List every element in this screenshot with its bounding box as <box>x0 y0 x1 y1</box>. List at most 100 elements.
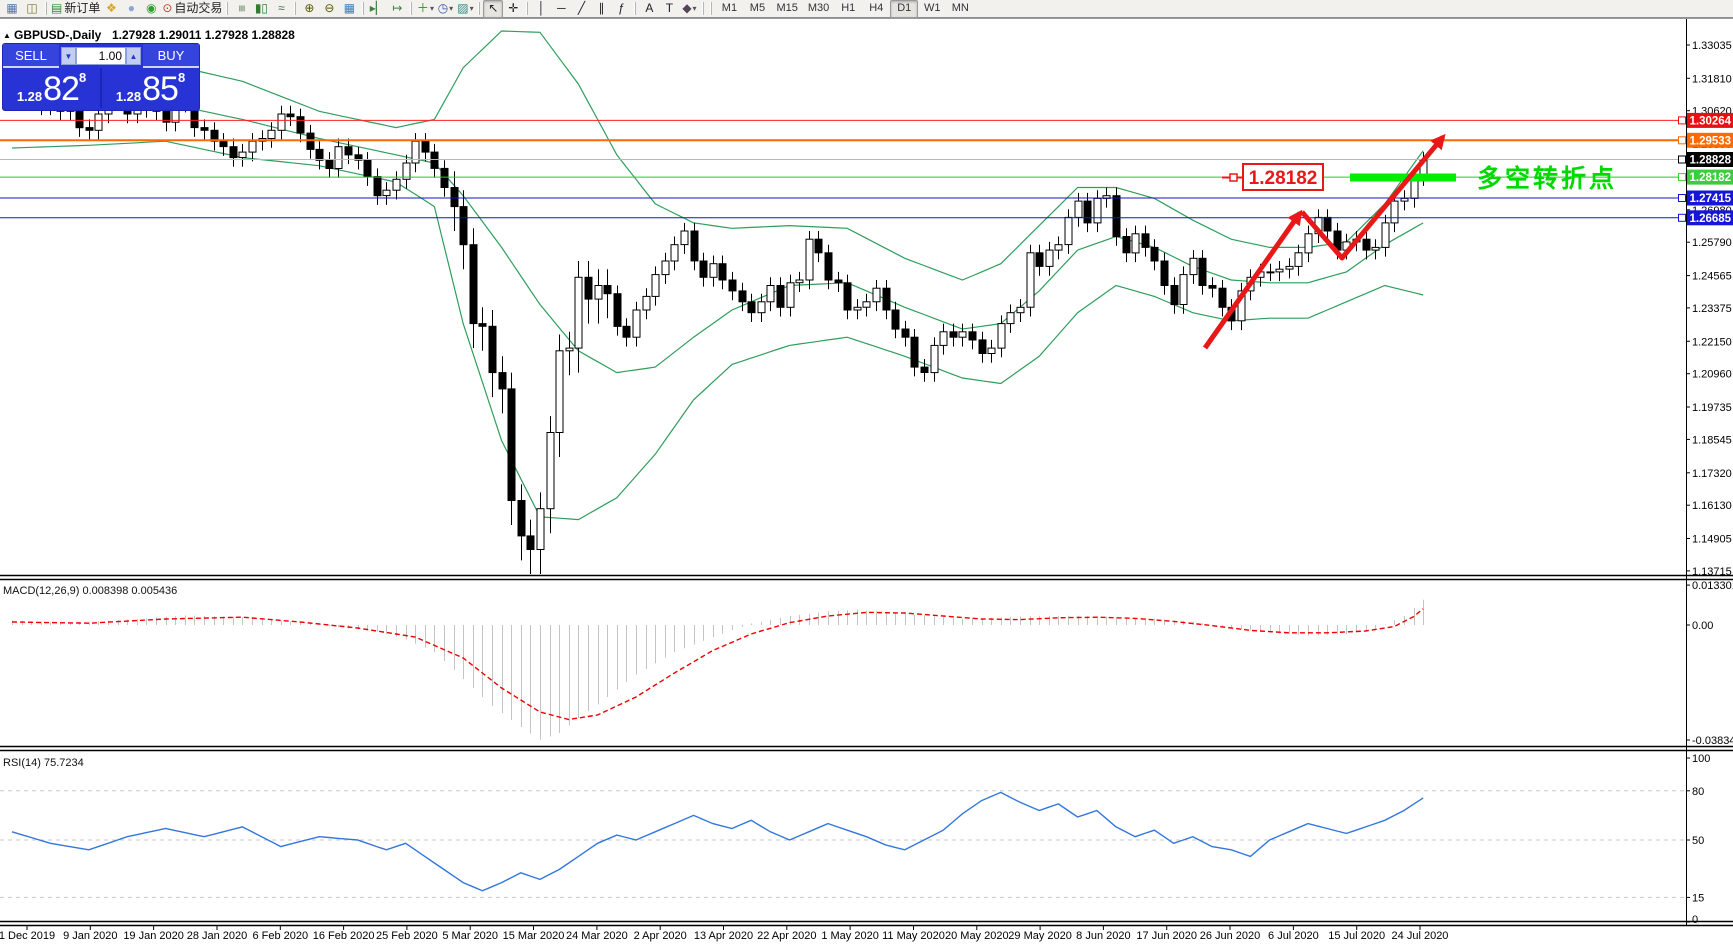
candle[interactable] <box>776 277 785 317</box>
signals-icon[interactable]: ◉ <box>141 0 161 18</box>
candle[interactable] <box>747 293 756 322</box>
candle[interactable] <box>315 141 324 170</box>
candle[interactable] <box>1362 231 1371 260</box>
candle[interactable] <box>987 339 996 363</box>
candle[interactable] <box>450 171 459 231</box>
tile-windows-icon[interactable]: ▦ <box>339 0 359 18</box>
candle[interactable] <box>795 271 804 292</box>
candle[interactable] <box>622 318 631 347</box>
candle[interactable] <box>277 105 286 140</box>
candle[interactable] <box>1054 236 1063 260</box>
candle[interactable] <box>469 228 478 349</box>
candle[interactable] <box>1390 192 1399 233</box>
candle[interactable] <box>728 271 737 301</box>
highlight-bar[interactable] <box>1350 173 1456 182</box>
vertical-line-icon[interactable]: │ <box>531 0 551 18</box>
candle[interactable] <box>1198 250 1207 295</box>
buy-button[interactable]: BUY <box>143 44 199 68</box>
zoom-in-icon[interactable]: ⊕ <box>299 0 319 18</box>
candle[interactable] <box>709 255 718 287</box>
candle[interactable] <box>978 331 987 363</box>
candle[interactable] <box>1208 277 1217 298</box>
candle[interactable] <box>1218 280 1227 317</box>
candle[interactable] <box>872 280 881 312</box>
candle[interactable] <box>1294 244 1303 276</box>
candle[interactable] <box>517 484 526 561</box>
new-chart-icon[interactable]: ▦ <box>2 0 22 18</box>
candle[interactable] <box>1045 241 1054 276</box>
timeframe-m5[interactable]: M5 <box>749 2 766 14</box>
chart-canvas[interactable]: 1.28182 多空转折点 0.013301 0.00 -0.038343 100 8… <box>0 18 1733 944</box>
candle[interactable] <box>296 108 305 143</box>
candle[interactable] <box>1381 214 1390 257</box>
candle[interactable] <box>718 255 727 290</box>
candle[interactable] <box>1275 261 1284 282</box>
text-icon[interactable]: A <box>639 0 659 18</box>
candle[interactable] <box>488 310 497 398</box>
trend-arrow-up-1[interactable] <box>1202 209 1303 350</box>
templates-button[interactable]: ▨ ▾ <box>455 0 475 18</box>
candle[interactable] <box>920 359 929 382</box>
candle[interactable] <box>603 269 612 319</box>
candle[interactable] <box>1006 304 1015 333</box>
annotations-layer[interactable]: 1.28182 多空转折点 <box>1202 133 1617 350</box>
candle[interactable] <box>536 492 545 574</box>
new-order-button[interactable]: ▤ 新订单 <box>50 0 101 18</box>
volume-input[interactable]: 1.00 <box>76 47 126 65</box>
price-callout[interactable]: 1.28182 <box>1222 163 1324 191</box>
candle[interactable] <box>1083 192 1092 233</box>
candle[interactable] <box>1170 277 1179 314</box>
candle[interactable] <box>824 244 833 290</box>
timeframe-w1[interactable]: W1 <box>924 2 941 14</box>
candle[interactable] <box>930 337 939 382</box>
volume-decrease-button[interactable]: ▼ <box>61 47 76 65</box>
candle[interactable] <box>1189 250 1198 284</box>
zoom-out-icon[interactable]: ⊖ <box>319 0 339 18</box>
text-label-icon[interactable]: T <box>659 0 679 18</box>
candle[interactable] <box>1266 263 1275 282</box>
candle[interactable] <box>670 236 679 271</box>
candle[interactable] <box>910 329 919 377</box>
candle[interactable] <box>699 252 708 287</box>
candle[interactable] <box>1160 252 1169 295</box>
buy-price[interactable]: 1.28 85 8 <box>102 68 199 108</box>
candle[interactable] <box>94 105 103 140</box>
candle[interactable] <box>574 261 583 373</box>
timeframe-h1[interactable]: H1 <box>841 2 856 14</box>
candle[interactable] <box>555 334 564 458</box>
candle[interactable] <box>594 269 603 324</box>
candle[interactable] <box>805 231 814 290</box>
trend-arrow-up-2[interactable] <box>1300 133 1446 261</box>
candle[interactable] <box>901 320 910 347</box>
candle[interactable] <box>546 416 555 534</box>
timeframe-m1[interactable]: M1 <box>721 2 738 14</box>
candle[interactable] <box>1150 239 1159 271</box>
candle[interactable] <box>642 288 651 320</box>
panel-separators[interactable] <box>0 18 1733 927</box>
candle[interactable] <box>1371 239 1380 260</box>
candle[interactable] <box>1285 258 1294 279</box>
candle[interactable] <box>853 299 862 320</box>
candle[interactable] <box>430 143 439 178</box>
candle[interactable] <box>766 277 775 312</box>
candle[interactable] <box>1179 266 1188 314</box>
candle[interactable] <box>200 119 209 140</box>
candle[interactable] <box>651 266 660 306</box>
candle[interactable] <box>325 152 334 178</box>
candle[interactable] <box>613 285 622 336</box>
candle[interactable] <box>1141 225 1150 257</box>
channel-icon[interactable]: ∥ <box>591 0 611 18</box>
indicators-button[interactable]: ＋ ▾ <box>415 0 435 18</box>
candle[interactable] <box>757 293 766 322</box>
candle[interactable] <box>584 261 593 324</box>
candle[interactable] <box>1112 187 1121 246</box>
candle[interactable] <box>1131 225 1140 263</box>
crosshair-icon[interactable]: ✛ <box>503 0 523 18</box>
auto-scroll-icon[interactable]: ↦ <box>387 0 407 18</box>
candle[interactable] <box>968 323 977 350</box>
candle[interactable] <box>1122 228 1131 263</box>
candle[interactable] <box>402 154 411 189</box>
candle[interactable] <box>1237 282 1246 331</box>
autotrading-button[interactable]: ⊙ 自动交易 <box>161 0 223 18</box>
candle[interactable] <box>334 138 343 178</box>
